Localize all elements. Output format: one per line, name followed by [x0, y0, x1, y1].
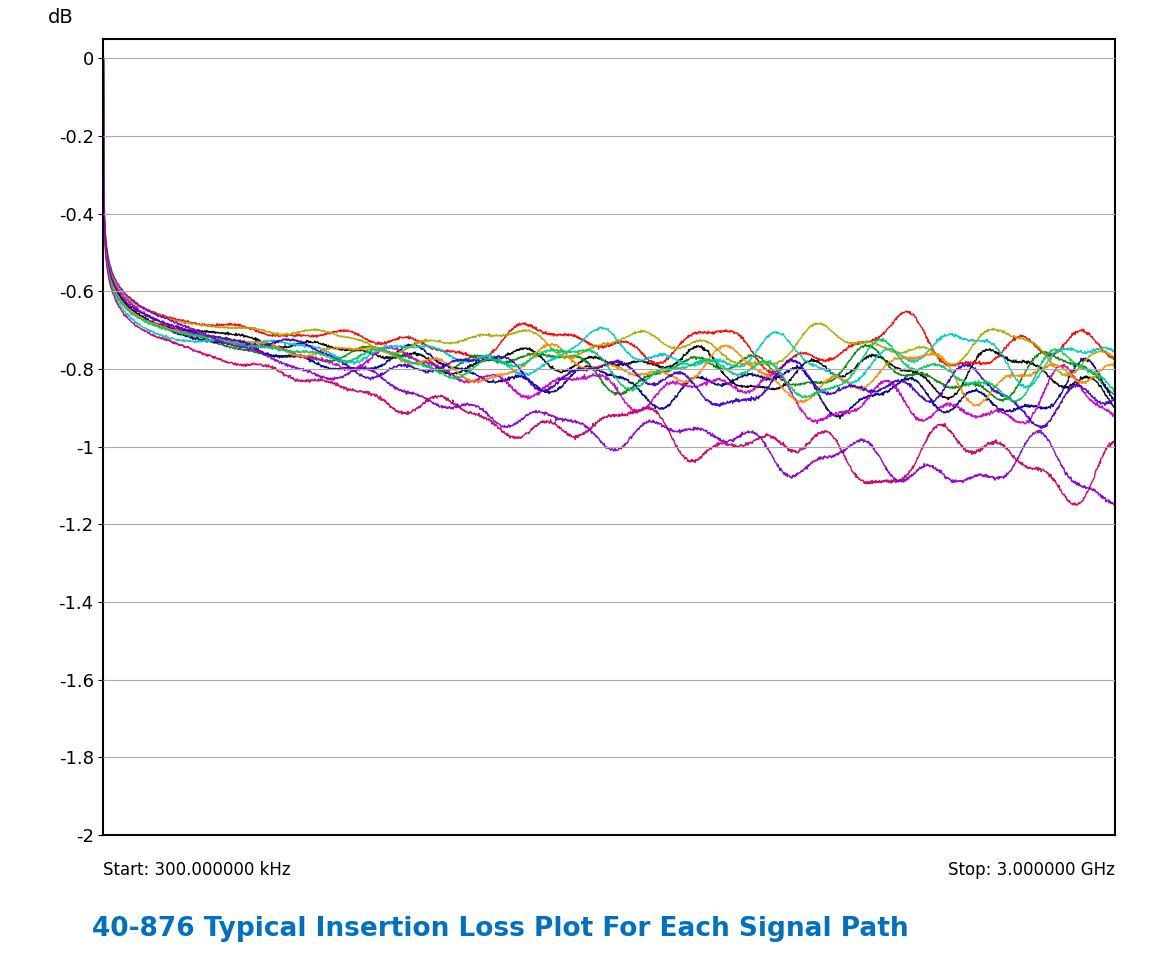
- Text: Start: 300.000000 kHz: Start: 300.000000 kHz: [103, 860, 291, 879]
- Text: 40-876 Typical Insertion Loss Plot For Each Signal Path: 40-876 Typical Insertion Loss Plot For E…: [92, 916, 909, 942]
- Text: Stop: 3.000000 GHz: Stop: 3.000000 GHz: [948, 860, 1115, 879]
- Text: dB: dB: [48, 8, 74, 27]
